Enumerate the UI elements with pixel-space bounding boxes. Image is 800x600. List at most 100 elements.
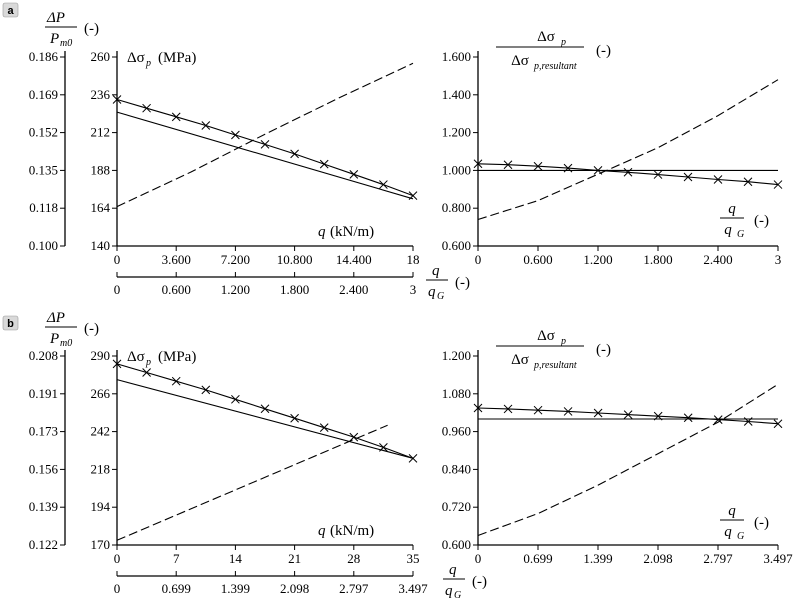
x-marker-stroke bbox=[231, 394, 240, 404]
x-marker bbox=[773, 180, 783, 189]
y-axis-title-unit: (-) bbox=[596, 342, 611, 358]
x-axis-title-num: q bbox=[728, 201, 736, 217]
y-axis-title-unit: (MPa) bbox=[158, 349, 196, 365]
x-marker-stroke bbox=[142, 368, 151, 377]
series-line-solid-x bbox=[116, 98, 414, 197]
y-tick-label: 0.960 bbox=[442, 424, 471, 439]
qg-axis-label-a: q q G (-) bbox=[426, 263, 470, 302]
x-axis-title-unit: (-) bbox=[754, 515, 769, 531]
series-line-solid-x bbox=[477, 407, 779, 425]
x-marker bbox=[231, 130, 240, 140]
y-tick-label: 1.200 bbox=[442, 125, 471, 140]
x-axis-title-den: q bbox=[724, 222, 732, 238]
x-marker bbox=[201, 385, 211, 395]
x-marker-stroke bbox=[503, 404, 513, 414]
y-axis-title-unit: (-) bbox=[596, 43, 611, 59]
y-axis-title-sub: p bbox=[145, 58, 151, 69]
qg-label-den-sub-b: G bbox=[454, 590, 461, 600]
pressure-tick-label: 0.169 bbox=[29, 87, 58, 102]
x-marker bbox=[773, 419, 783, 429]
series-line-solid-x bbox=[477, 163, 779, 186]
y-axis-title: Δσ bbox=[127, 349, 145, 365]
x2-tick-label: 2.797 bbox=[339, 581, 369, 596]
y-axis-title-num-sub: p bbox=[560, 336, 566, 347]
x-marker-stroke bbox=[623, 167, 633, 177]
x-marker-stroke bbox=[653, 170, 663, 179]
x2-tick-label: 3 bbox=[410, 282, 417, 297]
x-marker bbox=[379, 442, 388, 452]
x-marker-stroke bbox=[171, 376, 181, 386]
series-line-dashed bbox=[116, 424, 388, 541]
x-marker-stroke bbox=[408, 454, 418, 463]
x-tick-label: 0 bbox=[475, 551, 482, 566]
x-marker-stroke bbox=[473, 159, 483, 169]
x-marker bbox=[533, 161, 543, 171]
qg-label-unit-a: (-) bbox=[455, 275, 470, 291]
x-marker bbox=[379, 180, 388, 189]
y-axis-title-unit: (MPa) bbox=[158, 50, 196, 66]
y-tick-label: 188 bbox=[91, 162, 111, 177]
x-tick-label: 1.800 bbox=[643, 252, 672, 267]
x-marker bbox=[503, 160, 513, 170]
x-marker-stroke bbox=[533, 161, 543, 171]
x2-tick-label: 2.400 bbox=[339, 282, 368, 297]
x-marker bbox=[593, 408, 603, 418]
x-marker bbox=[319, 159, 329, 169]
x-marker-stroke bbox=[713, 175, 723, 184]
series-line-solid bbox=[116, 379, 414, 459]
series-line-solid-x bbox=[116, 363, 414, 459]
x-marker-stroke bbox=[349, 169, 359, 179]
x-marker-stroke bbox=[171, 112, 181, 122]
x-marker-stroke bbox=[379, 180, 388, 189]
x2-tick-label: 0 bbox=[114, 581, 121, 596]
x-marker-stroke bbox=[563, 407, 573, 416]
y-tick-label: 1.000 bbox=[442, 162, 471, 177]
series-line-dashed bbox=[116, 62, 414, 208]
x-marker-stroke bbox=[503, 160, 513, 170]
qg-label-num-a: q bbox=[432, 263, 440, 279]
x-tick-label: 3.497 bbox=[763, 551, 793, 566]
y-tick-label: 212 bbox=[91, 125, 111, 140]
y-tick-label: 0.800 bbox=[442, 200, 471, 215]
x-axis-title-unit: (kN/m) bbox=[330, 523, 374, 539]
y-tick-label: 218 bbox=[91, 461, 111, 476]
x-marker bbox=[171, 112, 181, 122]
x-axis-title-den: q bbox=[724, 524, 732, 540]
x-marker bbox=[713, 415, 723, 424]
x-tick-label: 0 bbox=[114, 252, 121, 267]
x-tick-label: 3.600 bbox=[162, 252, 191, 267]
x-marker-stroke bbox=[319, 159, 329, 169]
x2-tick-label: 0.600 bbox=[162, 282, 191, 297]
x-marker-stroke bbox=[743, 177, 753, 187]
x-tick-label: 14 bbox=[229, 551, 243, 566]
x-marker bbox=[563, 407, 573, 416]
x-marker bbox=[408, 454, 418, 463]
x-marker-stroke bbox=[743, 417, 753, 426]
x-marker bbox=[349, 169, 359, 179]
chart-2: 170 194 218 242 266 290 0 7 14 21 28 35 0 0.699 1.399 2… bbox=[29, 348, 428, 596]
qg-label-num-b: q bbox=[449, 562, 457, 578]
x-marker-stroke bbox=[231, 130, 240, 140]
pressure-label-num-b: ΔP bbox=[46, 310, 65, 326]
x2-tick-label: 3.497 bbox=[398, 581, 428, 596]
y-tick-label: 1.200 bbox=[442, 348, 471, 363]
x-marker bbox=[319, 423, 329, 433]
x-marker bbox=[623, 410, 633, 419]
x-marker bbox=[201, 121, 211, 130]
x-marker bbox=[503, 404, 513, 414]
x-marker bbox=[349, 432, 359, 442]
x-marker-stroke bbox=[408, 191, 418, 200]
y-axis-title: Δσ bbox=[127, 50, 145, 66]
x-tick-label: 35 bbox=[407, 551, 420, 566]
x-tick-label: 3 bbox=[775, 252, 782, 267]
x-marker-stroke bbox=[773, 419, 783, 429]
y-tick-label: 290 bbox=[91, 348, 111, 363]
x-axis-title-den-sub: G bbox=[737, 229, 744, 240]
y-tick-label: 266 bbox=[91, 386, 111, 401]
chart-1: 0.600 0.800 1.000 1.200 1.400 1.600 0 0.600 1.20… bbox=[442, 29, 783, 267]
pressure-label-den-sub-a: m0 bbox=[60, 38, 72, 49]
pressure-tick-label: 0.152 bbox=[29, 125, 58, 140]
x-marker bbox=[112, 95, 122, 104]
pressure-label-den-a: P bbox=[49, 31, 59, 47]
